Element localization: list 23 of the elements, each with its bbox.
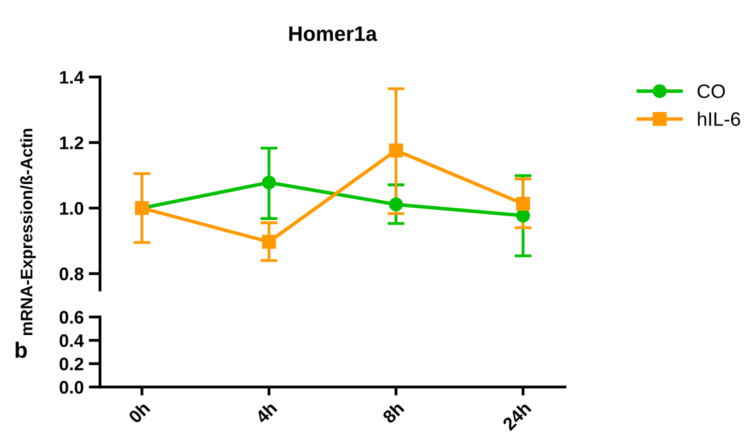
y-tick-label: 0.2 bbox=[60, 358, 84, 370]
point bbox=[516, 196, 530, 211]
y-tick-label: 1.2 bbox=[60, 136, 84, 150]
point bbox=[389, 198, 403, 212]
y-tick-label: 1.0 bbox=[60, 202, 84, 215]
point bbox=[389, 143, 403, 158]
y-tick-label: 0.8 bbox=[60, 268, 84, 280]
point bbox=[262, 176, 276, 190]
point bbox=[516, 208, 530, 223]
x-tick-label: 4h bbox=[254, 400, 278, 424]
y-tick-label: 0.0 bbox=[60, 380, 84, 394]
x-tick-label: 24h bbox=[502, 400, 532, 431]
y-tick-label: 0.6 bbox=[60, 310, 84, 324]
chart-title: Homer1a bbox=[289, 26, 378, 42]
y-tick-label: 0.4 bbox=[60, 334, 84, 348]
y-tick-label: 1.4 bbox=[60, 71, 84, 84]
legend-label: hIL-6 bbox=[698, 112, 740, 126]
y-axis-title: mRNA-Expression/ß-Actin bbox=[20, 128, 36, 336]
text: b bbox=[16, 342, 27, 358]
x-tick-label: 0h bbox=[128, 400, 151, 424]
x-tick-label: 8h bbox=[382, 400, 405, 424]
point bbox=[262, 234, 276, 249]
legend-label: CO bbox=[698, 84, 725, 98]
